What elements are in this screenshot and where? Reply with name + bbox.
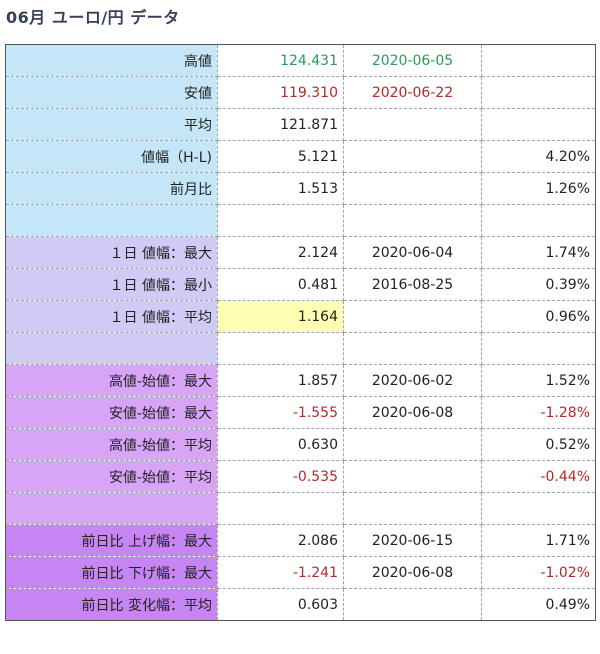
table-row: 安値-始値：最大 -1.555 2020-06-08 -1.28% — [5, 396, 596, 429]
row-label: １日 値幅：最大 — [5, 236, 218, 269]
row-label: 高値-始値：平均 — [5, 428, 218, 461]
row-value: 1.513 — [217, 172, 344, 205]
table-row: 前日比 上げ幅：最大 2.086 2020-06-15 1.71% — [5, 524, 596, 557]
row-label: １日 値幅：最小 — [5, 268, 218, 301]
row-value: -0.535 — [217, 460, 344, 493]
row-value: 2.086 — [217, 524, 344, 557]
row-label: 前日比 下げ幅：最大 — [5, 556, 218, 589]
table-row: 前日比 変化幅：平均 0.603 0.49% — [5, 588, 596, 621]
row-percent: 1.26% — [481, 172, 596, 205]
row-date — [343, 492, 482, 525]
row-value: 2.124 — [217, 236, 344, 269]
row-label: 高値 — [5, 44, 218, 77]
row-date — [343, 108, 482, 141]
row-percent — [481, 44, 596, 77]
row-value: 5.121 — [217, 140, 344, 173]
row-label: 値幅（H-L) — [5, 140, 218, 173]
table-row: １日 値幅：平均 1.164 0.96% — [5, 300, 596, 333]
row-percent — [481, 108, 596, 141]
row-percent — [481, 492, 596, 525]
row-label: １日 値幅：平均 — [5, 300, 218, 333]
row-percent: -0.44% — [481, 460, 596, 493]
row-date — [343, 460, 482, 493]
row-date: 2020-06-08 — [343, 556, 482, 589]
row-percent: 1.74% — [481, 236, 596, 269]
row-percent: 1.71% — [481, 524, 596, 557]
row-label — [5, 332, 218, 365]
row-label: 平均 — [5, 108, 218, 141]
table-row: 前日比 下げ幅：最大 -1.241 2020-06-08 -1.02% — [5, 556, 596, 589]
row-percent: 0.39% — [481, 268, 596, 301]
row-label: 安値-始値：平均 — [5, 460, 218, 493]
row-percent: 0.49% — [481, 588, 596, 621]
table-row: １日 値幅：最大 2.124 2020-06-04 1.74% — [5, 236, 596, 269]
row-value: -1.555 — [217, 396, 344, 429]
row-label: 前月比 — [5, 172, 218, 205]
row-date — [343, 204, 482, 237]
row-date — [343, 172, 482, 205]
row-value — [217, 492, 344, 525]
row-label: 高値-始値：最大 — [5, 364, 218, 397]
row-label: 前日比 上げ幅：最大 — [5, 524, 218, 557]
row-value: 0.630 — [217, 428, 344, 461]
row-label: 安値-始値：最大 — [5, 396, 218, 429]
row-value: -1.241 — [217, 556, 344, 589]
stats-table: 高値 124.431 2020-06-05 安値 119.310 2020-06-22 平均… — [5, 44, 596, 621]
row-value: 124.431 — [217, 44, 344, 77]
row-percent: 1.52% — [481, 364, 596, 397]
row-percent: 4.20% — [481, 140, 596, 173]
row-label: 安値 — [5, 76, 218, 109]
row-date: 2020-06-08 — [343, 396, 482, 429]
row-date: 2020-06-05 — [343, 44, 482, 77]
table-row: １日 値幅：最小 0.481 2016-08-25 0.39% — [5, 268, 596, 301]
table-row: 値幅（H-L) 5.121 4.20% — [5, 140, 596, 173]
row-date: 2020-06-04 — [343, 236, 482, 269]
table-row — [5, 204, 596, 237]
row-date — [343, 332, 482, 365]
table-row: 安値-始値：平均 -0.535 -0.44% — [5, 460, 596, 493]
row-percent: 0.96% — [481, 300, 596, 333]
row-date: 2020-06-15 — [343, 524, 482, 557]
row-percent: 0.52% — [481, 428, 596, 461]
table-row: 平均 121.871 — [5, 108, 596, 141]
row-value: 119.310 — [217, 76, 344, 109]
row-percent — [481, 76, 596, 109]
table-row: 安値 119.310 2020-06-22 — [5, 76, 596, 109]
row-date — [343, 140, 482, 173]
row-date — [343, 588, 482, 621]
table-row: 高値-始値：平均 0.630 0.52% — [5, 428, 596, 461]
row-value: 0.481 — [217, 268, 344, 301]
row-date: 2016-08-25 — [343, 268, 482, 301]
row-percent — [481, 332, 596, 365]
row-date: 2020-06-22 — [343, 76, 482, 109]
table-row — [5, 332, 596, 365]
row-percent — [481, 204, 596, 237]
row-percent: -1.02% — [481, 556, 596, 589]
table-row: 前月比 1.513 1.26% — [5, 172, 596, 205]
row-date — [343, 428, 482, 461]
row-percent: -1.28% — [481, 396, 596, 429]
row-label — [5, 204, 218, 237]
row-label — [5, 492, 218, 525]
row-date — [343, 300, 482, 333]
row-value: 1.857 — [217, 364, 344, 397]
row-date: 2020-06-02 — [343, 364, 482, 397]
row-value: 0.603 — [217, 588, 344, 621]
row-value — [217, 204, 344, 237]
table-row — [5, 492, 596, 525]
page-title: 06月 ユーロ/円 データ — [6, 8, 180, 27]
table-row: 高値 124.431 2020-06-05 — [5, 44, 596, 77]
row-value: 121.871 — [217, 108, 344, 141]
stats-table-body: 高値 124.431 2020-06-05 安値 119.310 2020-06-22 平均… — [5, 44, 596, 621]
row-value: 1.164 — [217, 300, 344, 333]
row-label: 前日比 変化幅：平均 — [5, 588, 218, 621]
table-row: 高値-始値：最大 1.857 2020-06-02 1.52% — [5, 364, 596, 397]
row-value — [217, 332, 344, 365]
